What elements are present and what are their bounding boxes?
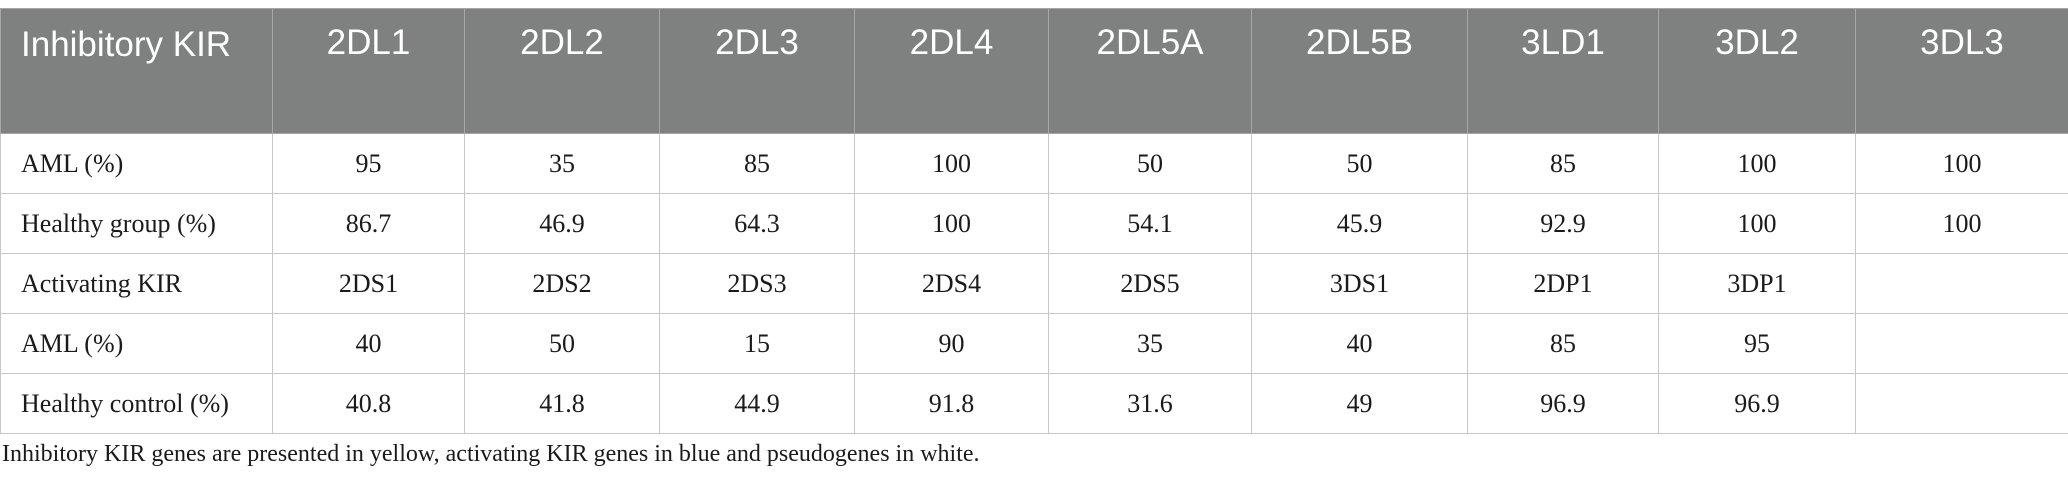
table-cell: 35 (464, 133, 660, 194)
header-cell: Inhibitory KIR (0, 8, 273, 134)
table-cell: 100 (1855, 133, 2068, 194)
table-cell: 100 (1658, 193, 1856, 254)
table-row: AML (%) 40 50 15 90 35 40 85 95 (0, 313, 2068, 374)
table-cell: 49 (1251, 373, 1468, 434)
table-row: Healthy control (%) 40.8 41.8 44.9 91.8 … (0, 373, 2068, 434)
table-row: Healthy group (%) 86.7 46.9 64.3 100 54.… (0, 193, 2068, 254)
row-label: AML (%) (0, 313, 273, 374)
table-cell: 64.3 (659, 193, 855, 254)
table-cell: 2DS1 (272, 253, 465, 314)
table-cell: 35 (1048, 313, 1252, 374)
header-cell: 2DL3 (659, 8, 855, 134)
table-cell: 100 (1658, 133, 1856, 194)
table-cell: 85 (659, 133, 855, 194)
table-cell: 96.9 (1467, 373, 1659, 434)
table-cell: 3DS1 (1251, 253, 1468, 314)
table-cell: 2DS5 (1048, 253, 1252, 314)
table-body: AML (%) 95 35 85 100 50 50 85 100 100 He… (0, 133, 2068, 434)
row-label: Healthy control (%) (0, 373, 273, 434)
table-cell: 92.9 (1467, 193, 1659, 254)
table-cell (1855, 373, 2068, 434)
header-cell: 3DL3 (1855, 8, 2068, 134)
table-cell: 2DS3 (659, 253, 855, 314)
header-cell: 2DL5A (1048, 8, 1252, 134)
table-cell: 85 (1467, 313, 1659, 374)
table-cell: 40 (1251, 313, 1468, 374)
header-cell: 3LD1 (1467, 8, 1659, 134)
header-cell: 3DL2 (1658, 8, 1856, 134)
table-cell: 50 (1251, 133, 1468, 194)
table-cell: 2DP1 (1467, 253, 1659, 314)
table-cell: 100 (1855, 193, 2068, 254)
table-cell: 50 (464, 313, 660, 374)
header-cell: 2DL4 (854, 8, 1049, 134)
table-cell: 2DS2 (464, 253, 660, 314)
header-cell: 2DL2 (464, 8, 660, 134)
table-cell (1855, 313, 2068, 374)
table-cell: 15 (659, 313, 855, 374)
table-cell: 50 (1048, 133, 1252, 194)
header-row: Inhibitory KIR 2DL1 2DL2 2DL3 2DL4 2DL5A… (0, 8, 2068, 134)
table-cell: 40.8 (272, 373, 465, 434)
table-cell: 46.9 (464, 193, 660, 254)
row-label: Activating KIR (0, 253, 273, 314)
row-label: AML (%) (0, 133, 273, 194)
table-cell: 96.9 (1658, 373, 1856, 434)
table-cell: 86.7 (272, 193, 465, 254)
table-cell: 44.9 (659, 373, 855, 434)
table-cell: 100 (854, 133, 1049, 194)
table-cell: 85 (1467, 133, 1659, 194)
row-label: Healthy group (%) (0, 193, 273, 254)
table-cell: 90 (854, 313, 1049, 374)
table-cell: 45.9 (1251, 193, 1468, 254)
table-cell: 2DS4 (854, 253, 1049, 314)
table-row: Activating KIR 2DS1 2DS2 2DS3 2DS4 2DS5 … (0, 253, 2068, 314)
table-footnote: Inhibitory KIR genes are presented in ye… (2, 441, 980, 467)
table-cell: 100 (854, 193, 1049, 254)
table-cell: 31.6 (1048, 373, 1252, 434)
table-header: Inhibitory KIR 2DL1 2DL2 2DL3 2DL4 2DL5A… (0, 8, 2068, 134)
table-cell: 95 (272, 133, 465, 194)
table-cell (1855, 253, 2068, 314)
table-cell: 95 (1658, 313, 1856, 374)
header-cell: 2DL1 (272, 8, 465, 134)
table-cell: 91.8 (854, 373, 1049, 434)
header-cell: 2DL5B (1251, 8, 1468, 134)
table-row: AML (%) 95 35 85 100 50 50 85 100 100 (0, 133, 2068, 194)
table-cell: 54.1 (1048, 193, 1252, 254)
table-cell: 3DP1 (1658, 253, 1856, 314)
table-cell: 41.8 (464, 373, 660, 434)
kir-frequency-table: Inhibitory KIR 2DL1 2DL2 2DL3 2DL4 2DL5A… (0, 8, 2068, 434)
table-cell: 40 (272, 313, 465, 374)
